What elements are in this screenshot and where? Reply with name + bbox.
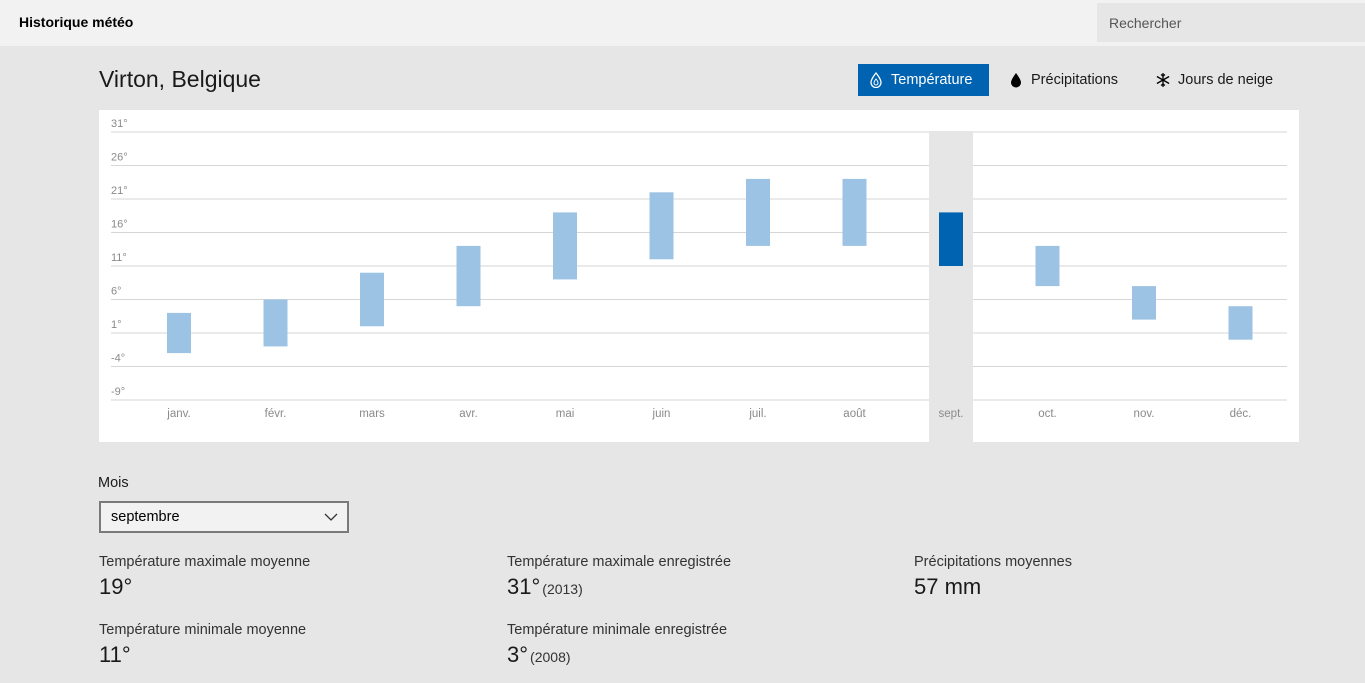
tab-label: Jours de neige	[1178, 72, 1274, 88]
y-tick-label: -9°	[111, 386, 125, 398]
stat-label: Précipitations moyennes	[914, 554, 1072, 570]
y-tick-label: 31°	[111, 118, 128, 130]
temperature-chart: 31° 26° 21° 16° 11° 6° 1° -4° -9° janv. févr. mars a…	[99, 110, 1299, 442]
bar	[263, 299, 288, 347]
tab-label: Précipitations	[1031, 72, 1119, 88]
x-tick-label: mai	[556, 408, 575, 420]
bar	[649, 192, 674, 260]
stat-label: Température maximale enregistrée	[507, 554, 732, 570]
tab-snow-days[interactable]: Jours de neige	[1155, 64, 1273, 96]
stat-value: 31°	[507, 574, 541, 599]
x-tick-label: janv.	[166, 408, 190, 420]
stat-label: Température minimale moyenne	[99, 622, 307, 638]
chart-svg: 31° 26° 21° 16° 11° 6° 1° -4° -9° janv. févr. mars a…	[111, 118, 1287, 442]
bar	[1035, 245, 1060, 287]
search-box[interactable]	[1097, 3, 1365, 42]
stat-year: (2013)	[542, 581, 583, 597]
chevron-down-icon	[324, 511, 338, 523]
x-tick-label: sept.	[939, 408, 964, 420]
bar	[360, 272, 384, 327]
bar	[842, 178, 867, 246]
x-tick-label: avr.	[459, 408, 478, 420]
x-tick-label: août	[843, 408, 866, 420]
y-tick-label: 26°	[111, 152, 128, 164]
bar	[746, 178, 770, 246]
stat-value-row: 31° (2013)	[507, 574, 731, 600]
bar	[456, 245, 481, 307]
search-input[interactable]	[1097, 3, 1365, 42]
x-tick-label: déc.	[1230, 408, 1252, 420]
y-tick-label: -4°	[111, 353, 125, 365]
stat-label: Température maximale moyenne	[99, 554, 311, 570]
y-tick-label: 6°	[111, 286, 122, 298]
tab-precipitations[interactable]: Précipitations	[1008, 64, 1118, 96]
y-tick-label: 16°	[111, 219, 128, 231]
stat-label: Température minimale enregistrée	[507, 622, 728, 638]
stat-value: 19°	[99, 574, 133, 599]
stat-value: 57 mm	[914, 574, 982, 599]
x-tick-label: oct.	[1038, 408, 1057, 420]
thermometer-drop-icon	[868, 72, 884, 88]
stat-year: (2008)	[530, 649, 571, 665]
raindrop-icon	[1008, 72, 1024, 88]
bar-selected	[939, 212, 963, 266]
y-tick-label: 21°	[111, 185, 128, 197]
stat-value: 11°	[99, 642, 131, 667]
tab-temperature[interactable]: Température	[858, 64, 989, 96]
bar	[167, 312, 191, 354]
y-tick-label: 1°	[111, 319, 122, 331]
stat-avg-precip: Précipitations moyennes 57 mm	[914, 554, 1072, 600]
stat-record-max: Température maximale enregistrée 31° (201…	[507, 554, 731, 600]
snowflake-icon	[1155, 72, 1171, 88]
stat-value-row: 3° (2008)	[507, 642, 727, 668]
y-tick-label: 11°	[111, 252, 127, 264]
stat-avg-min: Température minimale moyenne 11°	[99, 622, 306, 668]
x-tick-label: févr.	[265, 408, 287, 420]
x-tick-label: juil.	[748, 408, 766, 420]
x-tick-label: nov.	[1134, 408, 1155, 420]
x-tick-label: juin	[652, 408, 671, 420]
month-dropdown[interactable]: septembre	[99, 501, 349, 533]
tab-label: Température	[891, 72, 973, 88]
bar	[553, 212, 577, 280]
month-dropdown-value: septembre	[111, 509, 180, 525]
selected-month-column-overlay	[929, 131, 973, 442]
stat-avg-max: Température maximale moyenne 19°	[99, 554, 310, 600]
title-bar: Historique météo	[0, 0, 1365, 46]
stat-value: 3°	[507, 642, 529, 667]
bar	[1132, 286, 1156, 320]
month-label: Mois	[98, 475, 129, 491]
app-title: Historique météo	[19, 14, 134, 30]
x-tick-label: mars	[359, 408, 385, 420]
stat-record-min: Température minimale enregistrée 3° (2008…	[507, 622, 727, 668]
location-title: Virton, Belgique	[99, 66, 261, 92]
bar	[1228, 306, 1253, 340]
